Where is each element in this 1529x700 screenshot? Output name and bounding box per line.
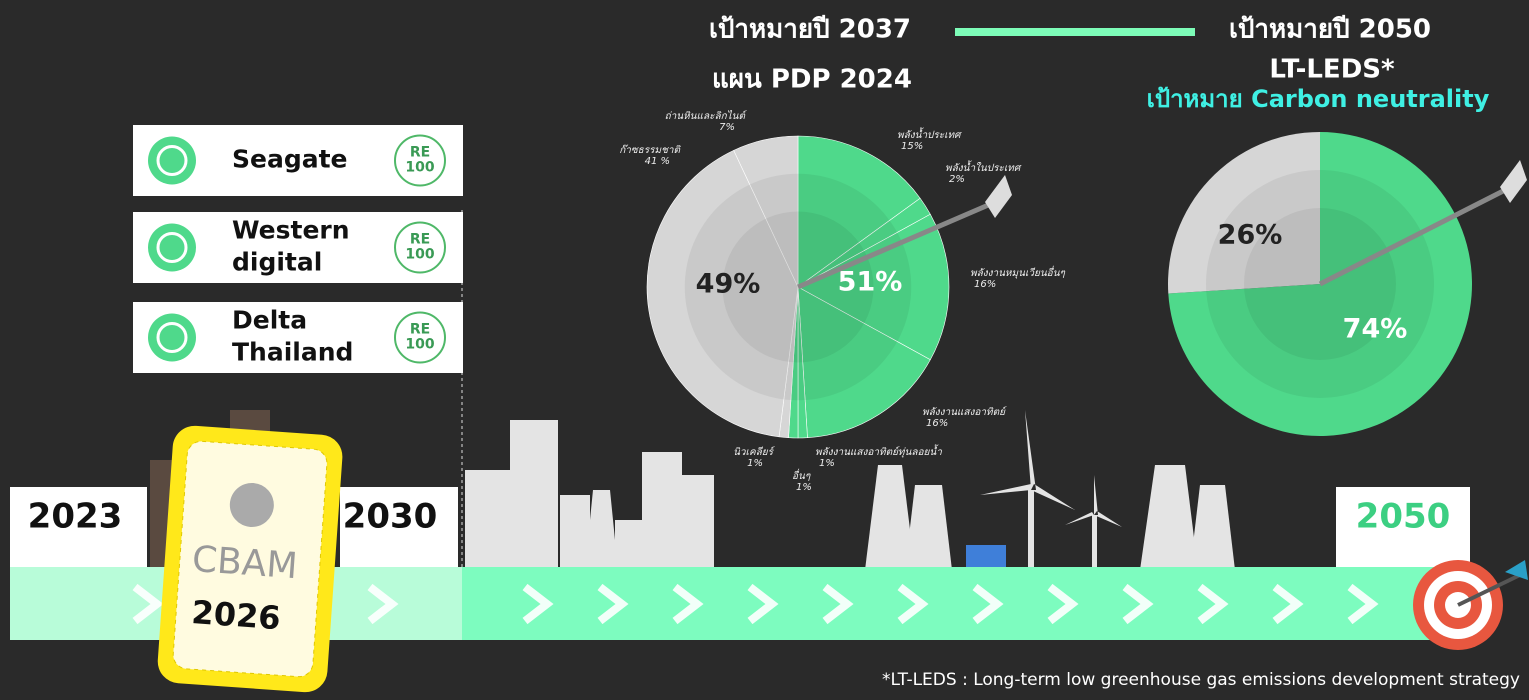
company-name: Thailand <box>232 338 353 367</box>
slice-name: ถ่านหินและลิกไนต์ <box>665 110 747 122</box>
ticket: CBAM 2026 <box>156 424 344 693</box>
pie-value-label: 26% <box>1218 220 1283 251</box>
page: Timeline {"header": {"target_2037": "เป้… <box>0 0 1529 700</box>
re100-text: RE <box>410 232 430 248</box>
year: 2050 <box>1356 497 1451 537</box>
slice-name: พลังงานแสงอาทิตย์ <box>922 406 1007 418</box>
re100-text: RE <box>410 322 430 338</box>
company-name: Western <box>232 216 350 245</box>
body: เป้าหมายปี 2037 เป้าหมายปี 2050 แผน PDP … <box>0 0 1529 700</box>
re100-text: 100 <box>405 247 434 263</box>
target-icon <box>148 224 196 272</box>
slice-value: 41 % <box>645 156 670 167</box>
company-name: Delta <box>232 306 307 335</box>
slice-value: 15% <box>901 141 923 152</box>
slice-name: อื่นๆ <box>792 468 811 482</box>
ticket-year: 2026 <box>190 593 281 637</box>
subtitle-2050: เป้าหมาย Carbon neutrality <box>1147 85 1490 113</box>
pie-summary: 49% <box>696 269 761 300</box>
year: 2023 <box>28 497 123 537</box>
slice-name: พลังงานหมุนเวียนอื่นๆ <box>970 265 1066 279</box>
slice-name: พลังงานแสงอาทิตย์ทุ่นลอยน้ำ <box>815 444 942 458</box>
slice-value: 16% <box>926 418 948 429</box>
slice-value: 2% <box>949 174 965 185</box>
pie-value-label: 74% <box>1343 314 1408 345</box>
pie-summary: 51% <box>838 267 903 298</box>
slice-value: 1% <box>747 458 763 469</box>
plan-2037: แผน PDP 2024 <box>712 65 912 95</box>
re100-text: RE <box>410 145 430 161</box>
footnote: *LT-LEDS : Long-term low greenhouse gas … <box>882 670 1520 690</box>
year: 2030 <box>343 497 438 537</box>
target-icon <box>148 314 196 362</box>
re100-text: 100 <box>405 160 434 176</box>
slice-value: 16% <box>974 279 996 290</box>
target-2037: เป้าหมายปี 2037 <box>709 15 911 45</box>
company-name: Seagate <box>232 145 348 174</box>
re100-text: 100 <box>405 337 434 353</box>
infographic: เป้าหมายปี 2037 เป้าหมายปี 2050 แผน PDP … <box>0 0 1529 700</box>
slice-value: 1% <box>819 458 835 469</box>
slice-value: 7% <box>719 122 735 133</box>
plan-2050: LT-LEDS* <box>1269 55 1395 85</box>
company-name: digital <box>232 248 322 277</box>
slice-name: พลังน้ำในประเทศ <box>945 160 1022 174</box>
slice-name: พลังน้ำประเทศ <box>897 127 962 141</box>
ticket-label: CBAM <box>191 539 299 587</box>
slice-name: นิวเคลียร์ <box>733 446 775 458</box>
slice-name: ก๊าซธรรมชาติ <box>619 144 681 156</box>
slice-value: 1% <box>796 482 812 493</box>
timeline-future <box>462 567 1462 640</box>
target-icon <box>148 137 196 185</box>
target-2050: เป้าหมายปี 2050 <box>1229 15 1431 45</box>
